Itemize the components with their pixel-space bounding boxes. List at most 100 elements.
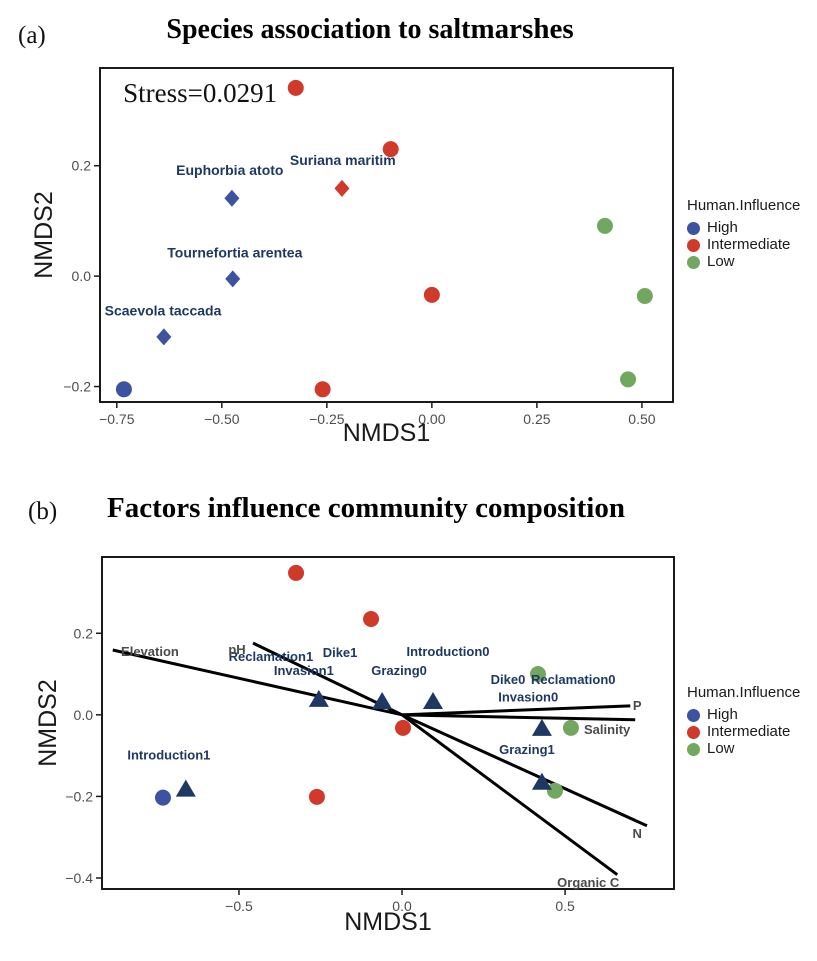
nmds-plot-a: −0.75 −0.50 −0.25 0.00 0.25 0.50 0.2 0.0 −0.2 NMD… <box>30 67 674 447</box>
site-point-intermediate <box>363 610 380 627</box>
x-axis-title: NMDS1 <box>344 908 432 936</box>
legend-item-high: High <box>687 707 800 723</box>
centroid-label: Grazing1 <box>499 742 555 757</box>
centroid-label: Grazing0 <box>371 663 427 678</box>
y-tick-label: −0.2 <box>65 788 93 804</box>
site-point-intermediate <box>423 286 440 303</box>
site-point-intermediate <box>314 381 331 398</box>
vector-line-salinity <box>401 713 636 722</box>
vector-label-elevation: Elevation <box>121 644 179 659</box>
centroid-triangle <box>423 691 444 709</box>
legend-item-intermediate: Intermediate <box>687 237 800 253</box>
x-tick-label: −0.25 <box>309 411 345 427</box>
plot-border-a <box>99 67 674 403</box>
vector-line-n <box>401 713 648 828</box>
site-point-intermediate <box>288 564 305 581</box>
centroid-triangle <box>372 691 393 709</box>
centroid-label: Reclamation0 <box>531 672 616 687</box>
x-axis-title: NMDS1 <box>343 419 431 447</box>
x-tick-label: 0.5 <box>555 898 575 914</box>
legend-item-intermediate: Intermediate <box>687 724 800 740</box>
legend-swatch-intermediate <box>687 238 700 252</box>
legend-swatch-high <box>687 221 700 235</box>
y-tick-label: 0.2 <box>74 625 94 641</box>
centroid-triangle <box>531 772 552 790</box>
vector-label-n: N <box>632 826 641 841</box>
centroid-triangle <box>308 689 329 707</box>
legend-label: Low <box>707 253 735 270</box>
legend-item-high: High <box>687 220 800 236</box>
legend-label: Intermediate <box>707 236 791 253</box>
y-tick-label: 0.2 <box>72 158 92 174</box>
legend-label: Low <box>707 740 735 757</box>
centroid-triangle <box>175 779 196 797</box>
site-point-low <box>620 371 637 388</box>
y-tick-label: 0.0 <box>72 268 92 284</box>
legend-label: High <box>707 706 738 723</box>
legend-swatch-low <box>687 742 700 756</box>
site-point-high <box>115 381 132 398</box>
x-tick-label: −0.75 <box>99 411 135 427</box>
centroid-label: Reclamation1 <box>229 649 314 664</box>
x-tick-label: 0.0 <box>392 898 412 914</box>
legend-label: Intermediate <box>707 723 791 740</box>
panel-a-title-heavy: marshes <box>470 13 574 45</box>
legend-item-low: Low <box>687 741 800 757</box>
panel-a-title: Species association to saltmarshes <box>80 13 660 46</box>
x-tick-label: 0.25 <box>523 411 550 427</box>
site-point-low <box>546 782 563 799</box>
legend-swatch-low <box>687 255 700 269</box>
centroid-label: Dike0 <box>491 672 526 687</box>
site-point-intermediate <box>308 788 325 805</box>
vector-line-elevation <box>112 648 403 717</box>
x-tick-label: 0.50 <box>628 411 655 427</box>
species-point-euphorbia-atoto <box>224 189 240 207</box>
species-point-scaevola-taccada <box>156 328 172 346</box>
y-tick-label: 0.0 <box>74 707 94 723</box>
centroid-label: Invasion0 <box>498 690 558 705</box>
x-tick-label: −0.50 <box>204 411 240 427</box>
y-axis-title: NMDS2 <box>30 191 58 279</box>
site-point-intermediate <box>395 719 412 736</box>
centroid-triangle <box>531 718 552 736</box>
species-label: Suriana maritim <box>290 152 396 168</box>
vector-line-p <box>401 704 631 717</box>
legend-title: Human.Influence <box>687 197 801 214</box>
stress-annotation: Stress=0.0291 <box>123 78 277 108</box>
species-point-tournefortia-arentea <box>225 270 241 288</box>
panel-a-tag: (a) <box>18 22 46 49</box>
legend-item-low: Low <box>687 254 800 270</box>
plot-border-b <box>101 556 675 890</box>
site-point-intermediate <box>287 79 304 96</box>
species-label: Tournefortia arentea <box>167 244 302 260</box>
y-tick-label: −0.2 <box>63 379 91 395</box>
legend-swatch-high <box>687 708 700 722</box>
species-label: Euphorbia atoto <box>176 162 283 178</box>
nmds-plot-b: −0.5 0.0 0.5 0.2 0.0 −0.2 −0.4 NMDS1 NMDS2 Reclam… <box>34 556 675 936</box>
legend-label: High <box>707 219 738 236</box>
legend-title: Human.Influence <box>687 684 801 701</box>
x-tick-label: 0.00 <box>418 411 445 427</box>
centroid-label: Introduction1 <box>127 748 210 763</box>
vector-label-salinity: Salinity <box>584 722 631 737</box>
site-point-low <box>530 666 547 683</box>
centroid-label: Introduction0 <box>406 644 489 659</box>
panel-b-title: Factors influence community composition <box>107 492 625 524</box>
y-tick-label: −0.4 <box>65 870 93 886</box>
site-point-low <box>636 288 653 305</box>
centroid-label: Invasion1 <box>274 663 334 678</box>
legend-human-influence-b: Human.Influence High Intermediate Low <box>687 684 800 758</box>
legend-swatch-intermediate <box>687 725 700 739</box>
species-point-suriana-maritim <box>334 179 350 197</box>
vector-label-ph: pH <box>228 642 245 657</box>
site-point-intermediate <box>382 141 399 158</box>
vector-label-p: P <box>633 698 642 713</box>
legend-human-influence-a: Human.Influence High Intermediate Low <box>687 197 800 271</box>
species-label: Scaevola taccada <box>105 302 222 318</box>
vector-label-organic-c: Organic C <box>557 875 620 890</box>
site-point-low <box>596 217 613 234</box>
y-axis-title: NMDS2 <box>34 679 62 767</box>
site-point-high <box>154 789 171 806</box>
